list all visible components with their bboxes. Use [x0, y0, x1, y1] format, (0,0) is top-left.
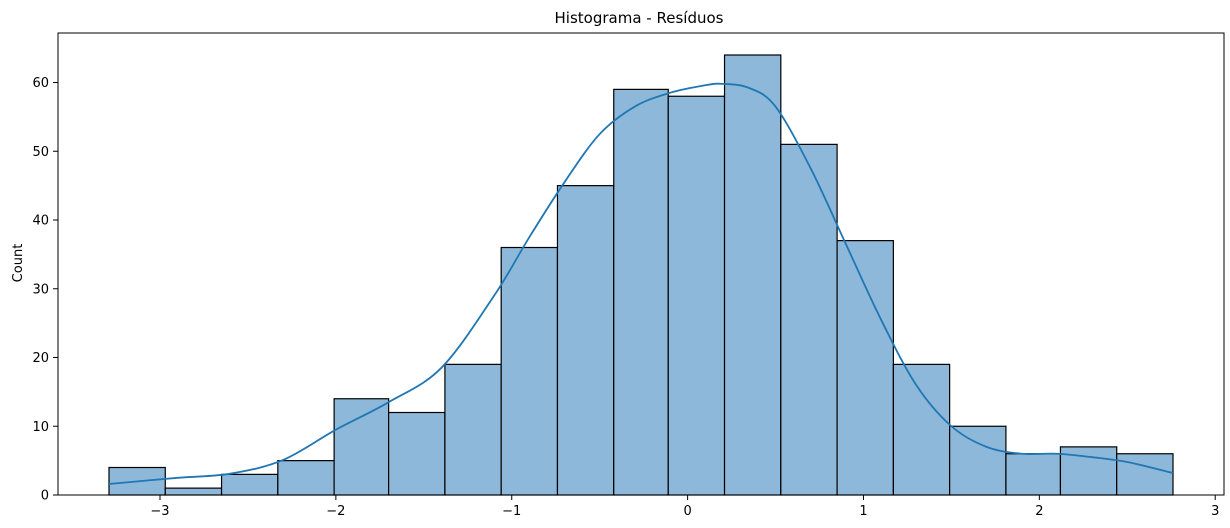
histogram-bar — [164, 487, 223, 496]
bars-layer — [108, 54, 1174, 496]
histogram-bar — [723, 54, 782, 496]
histogram-bar — [836, 240, 894, 496]
plot-frame — [57, 32, 1225, 496]
chart-title: Histograma - Resíduos — [555, 9, 724, 27]
y-tick-label: 40 — [32, 214, 49, 229]
y-tick-label: 0 — [41, 489, 49, 504]
x-tick-label: 2 — [1035, 504, 1043, 519]
y-tick-label: 60 — [32, 76, 49, 91]
kde-line — [108, 82, 1174, 485]
histogram-bar — [388, 411, 446, 496]
histogram-bar — [1116, 453, 1174, 496]
y-tick-label: 20 — [32, 351, 49, 366]
histogram-bar — [220, 473, 279, 496]
y-tick-label: 10 — [32, 420, 49, 435]
histogram-bar — [277, 460, 335, 496]
x-tick-label: 3 — [1211, 504, 1219, 519]
histogram-bar — [667, 95, 726, 496]
histogram-bar — [780, 143, 838, 496]
histogram-bar — [333, 398, 390, 496]
y-axis-label: Count — [11, 244, 26, 283]
histogram-bar — [444, 363, 502, 496]
x-tick-label: −2 — [326, 504, 345, 519]
x-tick-label: −3 — [150, 504, 169, 519]
histogram-bar — [949, 425, 1007, 496]
x-tick-label: 0 — [683, 504, 691, 519]
histogram-bar — [500, 246, 559, 496]
x-tick-label: −1 — [502, 504, 521, 519]
histogram-bar — [613, 88, 669, 496]
kde-layer — [108, 82, 1174, 485]
histogram-bar — [556, 185, 615, 496]
histogram-bar — [1005, 453, 1062, 496]
x-tick-label: 1 — [859, 504, 867, 519]
histogram-bar — [892, 363, 951, 496]
y-tick-label: 50 — [32, 145, 49, 160]
y-tick-label: 30 — [32, 282, 49, 297]
